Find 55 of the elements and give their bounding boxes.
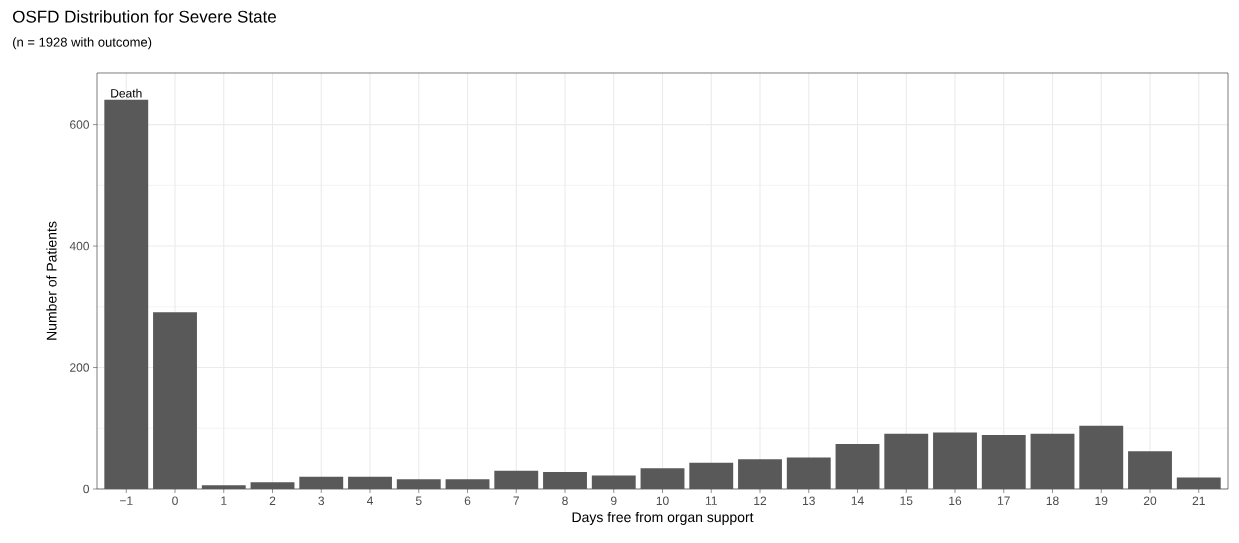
bar xyxy=(933,432,977,489)
x-tick-label: 3 xyxy=(318,496,325,506)
bar xyxy=(201,485,246,489)
y-tick-label: 400 xyxy=(69,241,90,251)
bar xyxy=(786,457,831,489)
chart-subtitle: (n = 1928 with outcome) xyxy=(13,37,152,50)
bar xyxy=(348,476,392,489)
x-axis-title: Days free from organ support xyxy=(572,511,754,525)
x-tick-label: 14 xyxy=(851,496,864,505)
chart-title: OSFD Distribution for Severe State xyxy=(13,10,276,23)
x-tick-label: 20 xyxy=(1143,496,1157,506)
bar xyxy=(640,468,685,489)
bar xyxy=(835,444,880,489)
x-tick-label: 13 xyxy=(803,496,815,506)
bar xyxy=(494,470,539,489)
y-axis-title: Number of Patients xyxy=(46,221,57,340)
x-tick-label: 9 xyxy=(610,496,617,506)
x-tick-label: 19 xyxy=(1095,496,1108,506)
bar xyxy=(104,99,149,489)
x-tick-label: 5 xyxy=(415,496,422,505)
bar xyxy=(981,434,1026,489)
x-tick-label: 7 xyxy=(513,496,519,505)
x-tick-label: 17 xyxy=(997,496,1010,505)
bar xyxy=(250,482,295,489)
bar xyxy=(153,312,197,489)
x-tick-label: 8 xyxy=(562,496,568,506)
bar xyxy=(591,475,636,489)
y-tick-label: 600 xyxy=(70,120,90,129)
x-tick-label: 10 xyxy=(656,496,669,506)
x-tick-label: 1 xyxy=(221,496,227,505)
annotation: Death xyxy=(111,88,142,98)
bar xyxy=(299,476,344,489)
bar xyxy=(1176,477,1221,489)
x-tick-label: 2 xyxy=(269,496,276,505)
bar xyxy=(1030,433,1075,489)
bar xyxy=(689,462,734,489)
bar xyxy=(396,479,441,489)
x-tick-label: 18 xyxy=(1046,496,1059,506)
y-tick-label: 200 xyxy=(70,363,90,372)
x-tick-label: 6 xyxy=(464,496,471,506)
bar xyxy=(543,471,587,489)
bar xyxy=(738,459,782,489)
x-tick-label: 4 xyxy=(366,496,373,505)
bar xyxy=(445,479,490,489)
y-tick-label: 0 xyxy=(83,484,90,494)
x-tick-label: −1 xyxy=(120,496,133,505)
bar xyxy=(1079,425,1124,489)
x-tick-label: 21 xyxy=(1192,496,1205,505)
bar xyxy=(1128,451,1172,489)
x-tick-label: 11 xyxy=(705,496,717,505)
x-tick-label: 12 xyxy=(754,496,767,505)
bar xyxy=(884,433,929,489)
x-tick-label: 16 xyxy=(949,496,962,506)
x-tick-label: 15 xyxy=(900,496,913,505)
x-tick-label: 0 xyxy=(172,496,178,506)
